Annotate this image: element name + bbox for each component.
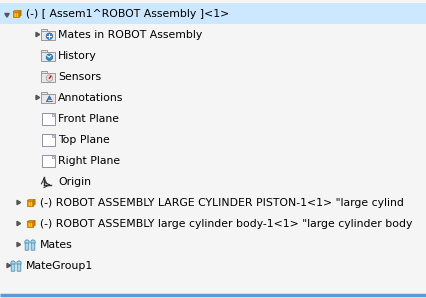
Circle shape	[49, 78, 50, 79]
Text: Mates in ROBOT Assembly: Mates in ROBOT Assembly	[58, 30, 202, 40]
Text: Origin: Origin	[58, 177, 91, 187]
Polygon shape	[27, 221, 35, 222]
Text: History: History	[58, 51, 97, 61]
FancyBboxPatch shape	[11, 264, 15, 271]
Circle shape	[31, 240, 35, 244]
Text: (-) ROBOT ASSEMBLY LARGE CYLINDER PISTON-1<1> "large cylind: (-) ROBOT ASSEMBLY LARGE CYLINDER PISTON…	[40, 198, 404, 208]
Polygon shape	[17, 200, 20, 205]
FancyBboxPatch shape	[27, 222, 33, 227]
FancyBboxPatch shape	[27, 201, 33, 206]
Polygon shape	[52, 113, 55, 116]
Polygon shape	[36, 95, 40, 100]
Polygon shape	[7, 263, 11, 268]
Circle shape	[25, 240, 29, 244]
Polygon shape	[33, 221, 35, 227]
Text: Sensors: Sensors	[58, 72, 101, 82]
FancyBboxPatch shape	[17, 264, 21, 271]
FancyBboxPatch shape	[41, 73, 55, 82]
Circle shape	[46, 75, 52, 81]
Polygon shape	[52, 154, 55, 158]
FancyBboxPatch shape	[41, 29, 47, 32]
FancyBboxPatch shape	[41, 94, 55, 103]
FancyBboxPatch shape	[41, 113, 55, 125]
Circle shape	[11, 261, 15, 265]
Polygon shape	[33, 199, 35, 206]
Circle shape	[46, 33, 52, 39]
Polygon shape	[5, 13, 9, 17]
FancyBboxPatch shape	[41, 31, 55, 40]
FancyBboxPatch shape	[41, 50, 47, 53]
Polygon shape	[17, 221, 20, 226]
Polygon shape	[17, 242, 20, 247]
FancyBboxPatch shape	[41, 52, 55, 61]
Text: MateGroup1: MateGroup1	[26, 261, 93, 271]
Text: Front Plane: Front Plane	[58, 114, 119, 124]
Text: Right Plane: Right Plane	[58, 156, 120, 166]
Text: Top Plane: Top Plane	[58, 135, 110, 145]
FancyBboxPatch shape	[31, 243, 35, 250]
FancyBboxPatch shape	[0, 3, 426, 24]
Polygon shape	[46, 96, 52, 102]
Polygon shape	[52, 134, 55, 136]
FancyBboxPatch shape	[41, 71, 47, 74]
Polygon shape	[36, 32, 40, 37]
Circle shape	[46, 54, 52, 60]
Circle shape	[17, 261, 21, 265]
Text: (-) [ Assem1^ROBOT Assembly ]<1>: (-) [ Assem1^ROBOT Assembly ]<1>	[26, 9, 229, 19]
Text: Mates: Mates	[40, 240, 73, 250]
Polygon shape	[27, 199, 35, 201]
FancyBboxPatch shape	[13, 12, 19, 17]
FancyBboxPatch shape	[41, 154, 55, 167]
FancyBboxPatch shape	[25, 243, 29, 250]
FancyBboxPatch shape	[41, 92, 47, 95]
Text: Annotations: Annotations	[58, 93, 124, 103]
Text: (-) ROBOT ASSEMBLY large cylinder body-1<1> "large cylinder body: (-) ROBOT ASSEMBLY large cylinder body-1…	[40, 219, 412, 229]
Polygon shape	[13, 10, 21, 12]
FancyBboxPatch shape	[41, 134, 55, 145]
Polygon shape	[19, 10, 21, 17]
